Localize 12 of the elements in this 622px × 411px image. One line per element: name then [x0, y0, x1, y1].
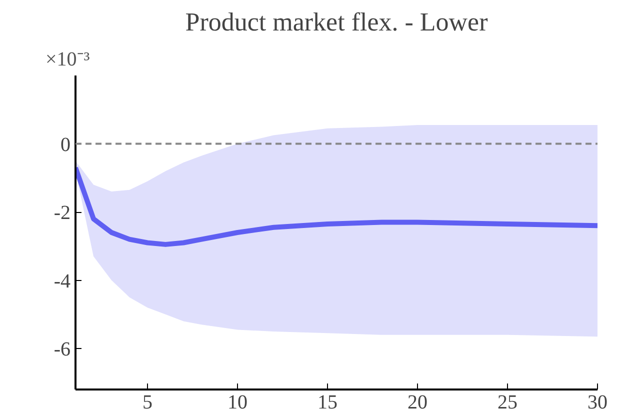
x-tick-label: 10: [228, 392, 248, 411]
x-tick-label: 30: [588, 392, 608, 411]
y-tick-label: -2: [54, 202, 71, 224]
x-tick-label: 5: [142, 392, 152, 411]
x-tick-label: 25: [498, 392, 518, 411]
y-tick-label: -6: [54, 338, 71, 361]
y-tick-label: -4: [54, 270, 71, 292]
y-tick-label: 0: [60, 134, 70, 156]
x-tick-label: 15: [318, 392, 338, 411]
chart-title: Product market flex. - Lower: [185, 8, 488, 36]
x-tick-label: 20: [408, 392, 428, 411]
text: ×10⁻³: [46, 48, 90, 70]
